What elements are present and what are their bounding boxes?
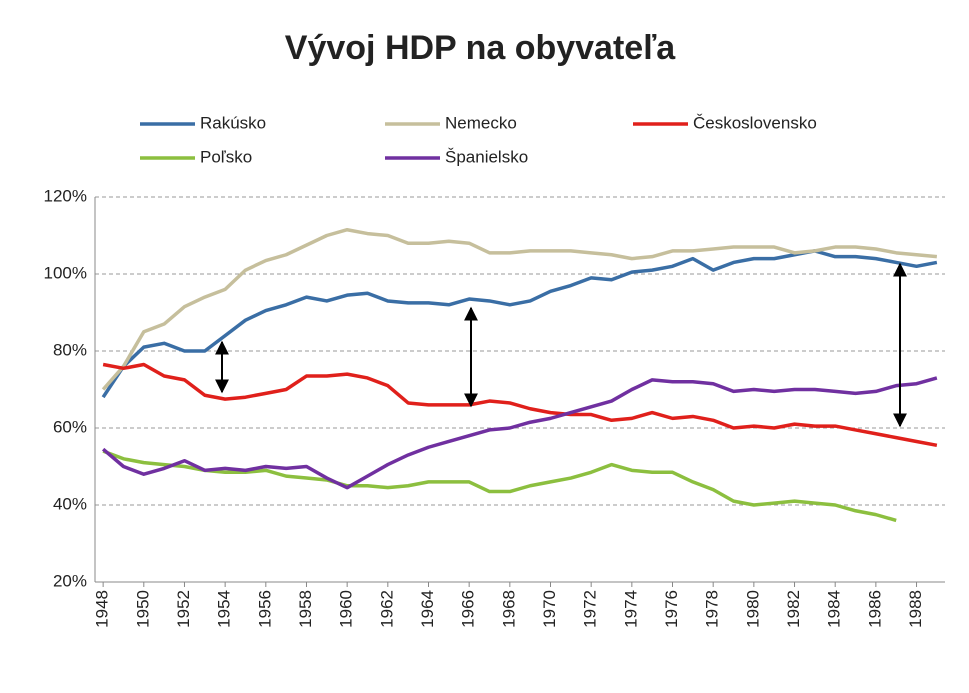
plot-area: 20% 40% 60% 80% 100% 120% 1948 1950 1952 1954 1956… bbox=[44, 186, 945, 628]
x-tick-label: 1962 bbox=[377, 590, 396, 628]
series-line bbox=[102, 362, 938, 448]
x-tick-label: 1970 bbox=[540, 590, 559, 628]
series-line bbox=[101, 227, 938, 391]
chart-title: Vývoj HDP na obyvateľa bbox=[285, 29, 676, 67]
legend-label: Československo bbox=[693, 113, 817, 132]
x-tick-label: 1948 bbox=[93, 590, 112, 628]
x-tick-label: 1980 bbox=[743, 590, 762, 628]
legend-label: Nemecko bbox=[445, 113, 517, 132]
x-tick-label: 1950 bbox=[133, 590, 152, 628]
y-tick-label: 80% bbox=[53, 340, 87, 359]
y-tick-label: 60% bbox=[53, 417, 87, 436]
series-line bbox=[102, 449, 897, 523]
y-tick-label: 20% bbox=[53, 571, 87, 590]
x-tick-label: 1956 bbox=[255, 590, 274, 628]
x-tick-label: 1966 bbox=[459, 590, 478, 628]
x-tick-label: 1982 bbox=[784, 590, 803, 628]
annotation-arrows bbox=[215, 262, 907, 428]
x-tick-label: 1978 bbox=[703, 590, 722, 628]
x-tick-label: 1964 bbox=[418, 590, 437, 628]
x-tick-label: 1958 bbox=[296, 590, 315, 628]
legend-label: Španielsko bbox=[445, 147, 528, 166]
x-tick-label: 1960 bbox=[337, 590, 356, 628]
y-tick-label: 100% bbox=[44, 263, 87, 282]
x-tick-label: 1972 bbox=[581, 590, 600, 628]
y-tick-label: 40% bbox=[53, 494, 87, 513]
x-tick-label: 1974 bbox=[621, 590, 640, 628]
series-line bbox=[101, 249, 938, 399]
legend-label: Poľsko bbox=[200, 147, 252, 166]
x-tick-label: 1986 bbox=[865, 590, 884, 628]
x-tick-label: 1952 bbox=[174, 590, 193, 628]
series-line bbox=[101, 376, 938, 490]
x-tick-label: 1984 bbox=[825, 590, 844, 628]
x-tick-label: 1976 bbox=[662, 590, 681, 628]
x-tick-label: 1988 bbox=[906, 590, 925, 628]
y-tick-label: 120% bbox=[44, 186, 87, 205]
x-tick-label: 1954 bbox=[215, 590, 234, 628]
legend-label: Rakúsko bbox=[200, 113, 266, 132]
x-tick-label: 1968 bbox=[499, 590, 518, 628]
